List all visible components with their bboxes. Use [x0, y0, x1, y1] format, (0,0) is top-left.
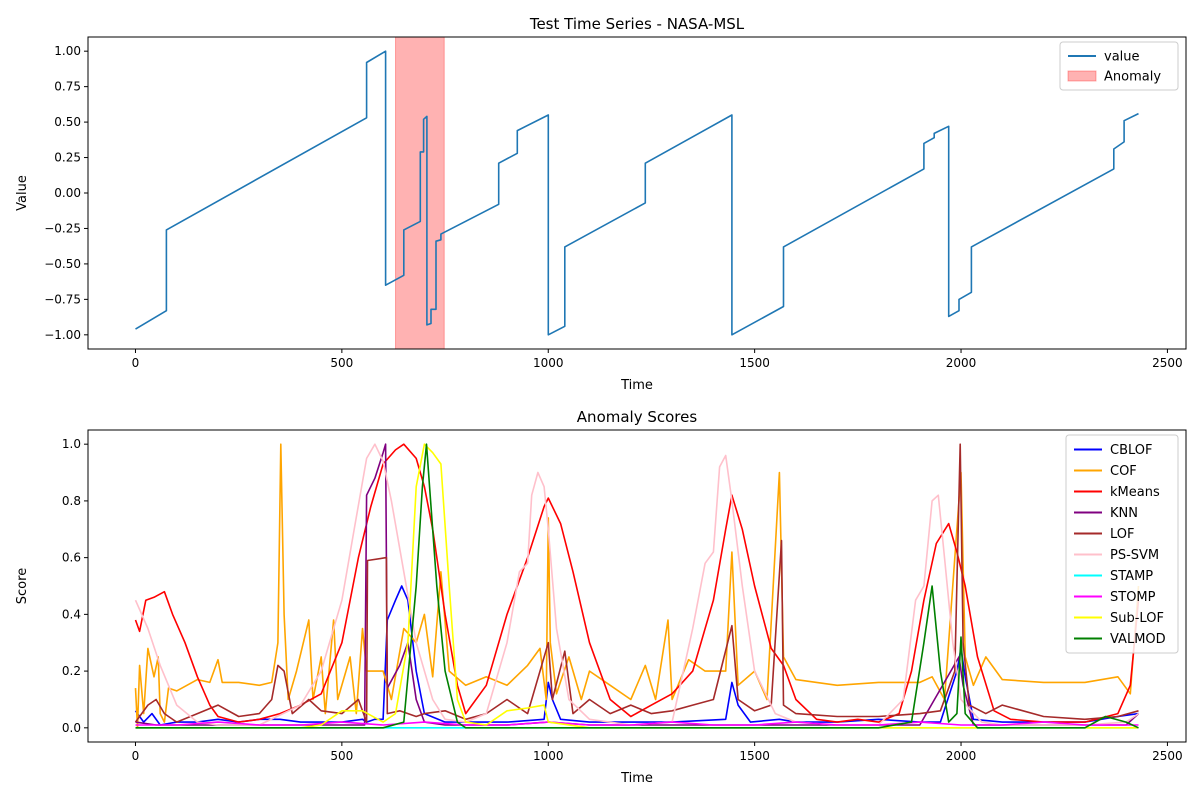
legend-box [1059, 41, 1179, 91]
y-tick-label: 0.6 [62, 551, 81, 565]
legend-label: KNN [1110, 506, 1138, 521]
plot-frame [87, 429, 1187, 743]
legend: CBLOF COF kMeans KNN LOF PS-SVM STAMP STOMP Sub-… [1065, 434, 1179, 654]
series-line-valmod [135, 443, 1139, 729]
legend-label: STOMP [1110, 590, 1156, 605]
legend-label: kMeans [1110, 485, 1160, 500]
y-tick-label: −1.00 [44, 328, 81, 342]
x-tick-label: 0 [132, 749, 140, 763]
legend-box [1065, 434, 1179, 654]
series-line-ps-svm [134, 443, 1139, 726]
x-axis-label: Time [620, 771, 653, 786]
legend-label: Anomaly [1104, 70, 1161, 85]
legend-label: CBLOF [1110, 443, 1153, 458]
chart-title: Anomaly Scores [577, 408, 698, 426]
legend-label: VALMOD [1110, 632, 1166, 647]
x-tick-label: 2000 [946, 356, 977, 370]
legend-label: COF [1110, 464, 1137, 479]
series-line-kmeans [134, 443, 1140, 723]
y-tick-label: 0.2 [62, 664, 81, 678]
y-tick-label: 0.8 [62, 494, 81, 508]
y-tick-label: 0.75 [54, 80, 81, 94]
x-axis-label: Time [620, 378, 653, 393]
y-axis-label: Score [15, 568, 30, 604]
y-tick-label: 0.4 [62, 607, 81, 621]
x-tick-label: 1000 [533, 356, 564, 370]
x-tick-label: 2500 [1152, 356, 1183, 370]
y-tick-label: −0.75 [44, 292, 81, 306]
legend-label: Sub-LOF [1110, 611, 1164, 626]
x-tick-label: 1500 [739, 356, 770, 370]
legend-label: STAMP [1110, 569, 1153, 584]
y-tick-label: −0.50 [44, 257, 81, 271]
legend-label: LOF [1110, 527, 1135, 542]
y-tick-label: 0.0 [62, 721, 81, 735]
series-line-lof [134, 443, 1139, 723]
x-tick-label: 1500 [739, 749, 770, 763]
series-line-stomp [135, 721, 1139, 726]
y-axis-label: Value [15, 175, 30, 211]
x-tick-label: 1000 [533, 749, 564, 763]
series-line-value [135, 50, 1139, 336]
x-tick-label: 2500 [1152, 749, 1183, 763]
x-tick-label: 500 [330, 749, 353, 763]
y-tick-label: 1.00 [54, 44, 81, 58]
chart-title: Test Time Series - NASA-MSL [529, 15, 745, 33]
legend-swatch [1067, 70, 1097, 82]
x-tick-label: 2000 [946, 749, 977, 763]
chart-panel-1: 0 500 1000 1500 2000 2500 −1.00 −0.75 −0.50 −0.25… [15, 15, 1187, 393]
plot-area [134, 443, 1140, 729]
y-tick-label: 0.25 [54, 151, 81, 165]
legend: value Anomaly [1059, 41, 1179, 91]
y-tick-label: 0.50 [54, 115, 81, 129]
series-line-cof [134, 443, 1140, 729]
legend-label: value [1104, 50, 1140, 65]
x-tick-label: 0 [132, 356, 140, 370]
y-tick-label: −0.25 [44, 221, 81, 235]
x-tick-label: 500 [330, 356, 353, 370]
y-tick-label: 1.0 [62, 437, 81, 451]
legend-label: PS-SVM [1110, 548, 1159, 563]
plot-area [135, 37, 1139, 349]
plot-frame [87, 36, 1187, 350]
y-tick-label: 0.00 [54, 186, 81, 200]
chart-panel-2: 0 500 1000 1500 2000 2500 0.0 0.2 0.4 0.6 0.8 1.0 An… [15, 408, 1187, 786]
